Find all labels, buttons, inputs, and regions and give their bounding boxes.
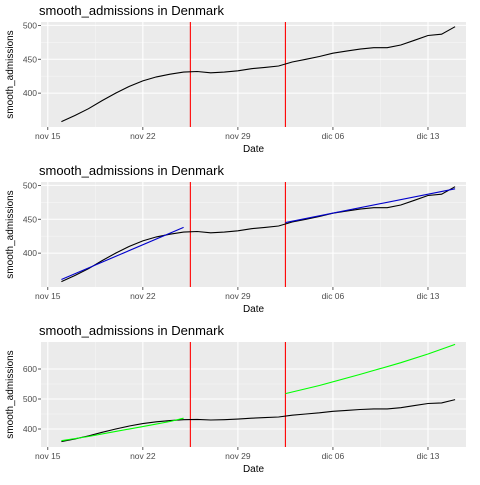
- x-tick-label: dic 13: [417, 451, 440, 461]
- y-tick-label: 500: [23, 180, 37, 190]
- series-line: [61, 417, 184, 442]
- x-axis-label: Date: [243, 304, 265, 315]
- x-tick-label: nov 29: [225, 291, 251, 301]
- series-line: [61, 226, 184, 281]
- x-tick-label: nov 15: [35, 451, 61, 461]
- y-tick-label: 600: [23, 364, 37, 374]
- x-tick-label: nov 29: [225, 451, 251, 461]
- chart-panel-2: smooth_admissions in Denmark nov 15 nov 22…: [5, 163, 466, 315]
- y-tick-label: 400: [23, 248, 37, 258]
- chart-panel-1: smooth_admissions in Denmark nov 15 nov 22…: [5, 3, 466, 155]
- y-axis-label: smooth_admissions: [5, 30, 16, 118]
- series-line: [285, 188, 456, 224]
- x-tick-label: nov 22: [130, 451, 156, 461]
- y-tick-label: 500: [23, 20, 37, 30]
- chart-panel-3: smooth_admissions in Denmark nov 15 nov 22…: [5, 323, 466, 475]
- y-axis-label: smooth_admissions: [5, 350, 16, 438]
- y-tick-label: 450: [23, 54, 37, 64]
- x-tick-label: dic 13: [417, 131, 440, 141]
- y-axis-label: smooth_admissions: [5, 190, 16, 278]
- y-tick-label: 400: [23, 424, 37, 434]
- x-axis-label: Date: [243, 464, 265, 475]
- x-tick-label: nov 15: [35, 291, 61, 301]
- chart-title: smooth_admissions in Denmark: [39, 3, 224, 18]
- y-tick-label: 400: [23, 88, 37, 98]
- x-tick-label: dic 06: [322, 451, 345, 461]
- chart-title: smooth_admissions in Denmark: [39, 323, 224, 338]
- x-tick-label: dic 13: [417, 291, 440, 301]
- y-tick-label: 500: [23, 394, 37, 404]
- plot-background: [41, 22, 466, 127]
- plot-background: [41, 182, 466, 287]
- series-line: [285, 343, 456, 395]
- x-axis-label: Date: [243, 144, 265, 155]
- x-tick-label: nov 29: [225, 131, 251, 141]
- series-line: [61, 186, 456, 283]
- x-tick-label: nov 22: [130, 131, 156, 141]
- x-tick-label: dic 06: [322, 291, 345, 301]
- x-tick-label: dic 06: [322, 131, 345, 141]
- x-tick-label: nov 15: [35, 131, 61, 141]
- chart-title: smooth_admissions in Denmark: [39, 163, 224, 178]
- y-tick-label: 450: [23, 214, 37, 224]
- x-tick-label: nov 22: [130, 291, 156, 301]
- series-line: [61, 26, 456, 123]
- series-line: [61, 399, 456, 443]
